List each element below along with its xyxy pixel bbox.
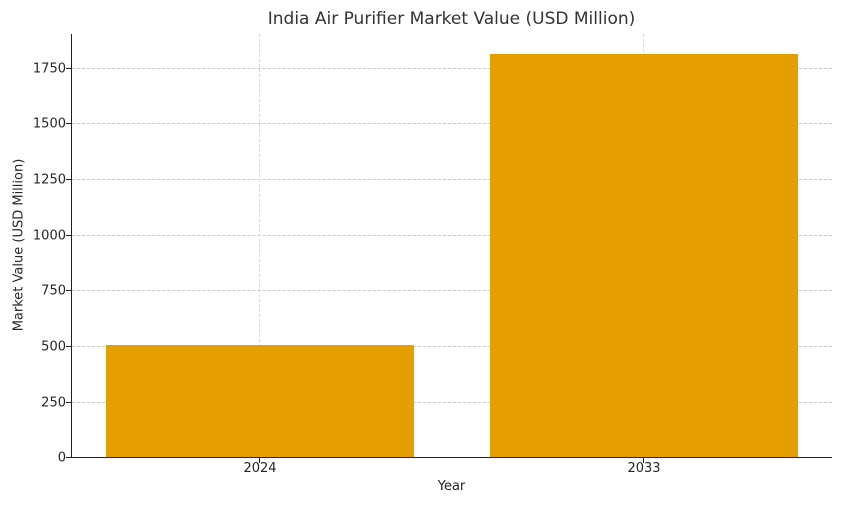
y-tick-label: 1500	[32, 116, 66, 132]
x-tick-label: 2033	[627, 461, 661, 476]
gridline	[72, 402, 832, 403]
gridline	[72, 179, 832, 180]
gridline	[72, 346, 832, 347]
y-tick	[66, 402, 71, 403]
x-axis-line	[71, 457, 832, 458]
gridline	[72, 290, 832, 291]
y-tick-label: 1750	[32, 61, 66, 77]
y-tick	[66, 457, 71, 458]
bar-2033	[490, 54, 798, 457]
x-tick	[643, 458, 644, 463]
y-tick-label: 750	[41, 283, 66, 299]
chart-title: India Air Purifier Market Value (USD Mil…	[267, 9, 636, 29]
y-tick-label: 0	[57, 450, 66, 466]
y-tick	[66, 179, 71, 180]
gridline	[72, 235, 832, 236]
gridline	[259, 34, 260, 457]
y-tick	[66, 290, 71, 291]
y-tick	[66, 123, 71, 124]
gridline	[72, 123, 832, 124]
y-tick-label: 250	[41, 395, 66, 411]
y-axis-line	[71, 34, 72, 458]
bar-2024	[106, 345, 414, 457]
y-axis-label: Market Value (USD Million)	[11, 158, 27, 332]
x-tick	[259, 458, 260, 463]
y-tick-label: 1250	[32, 172, 66, 188]
y-tick	[66, 235, 71, 236]
y-tick	[66, 68, 71, 69]
gridline	[72, 68, 832, 69]
x-axis-label: Year	[437, 479, 466, 494]
y-tick-label: 1000	[32, 228, 66, 244]
x-tick-label: 2024	[243, 461, 277, 476]
y-tick	[66, 346, 71, 347]
y-tick-label: 500	[41, 339, 66, 355]
